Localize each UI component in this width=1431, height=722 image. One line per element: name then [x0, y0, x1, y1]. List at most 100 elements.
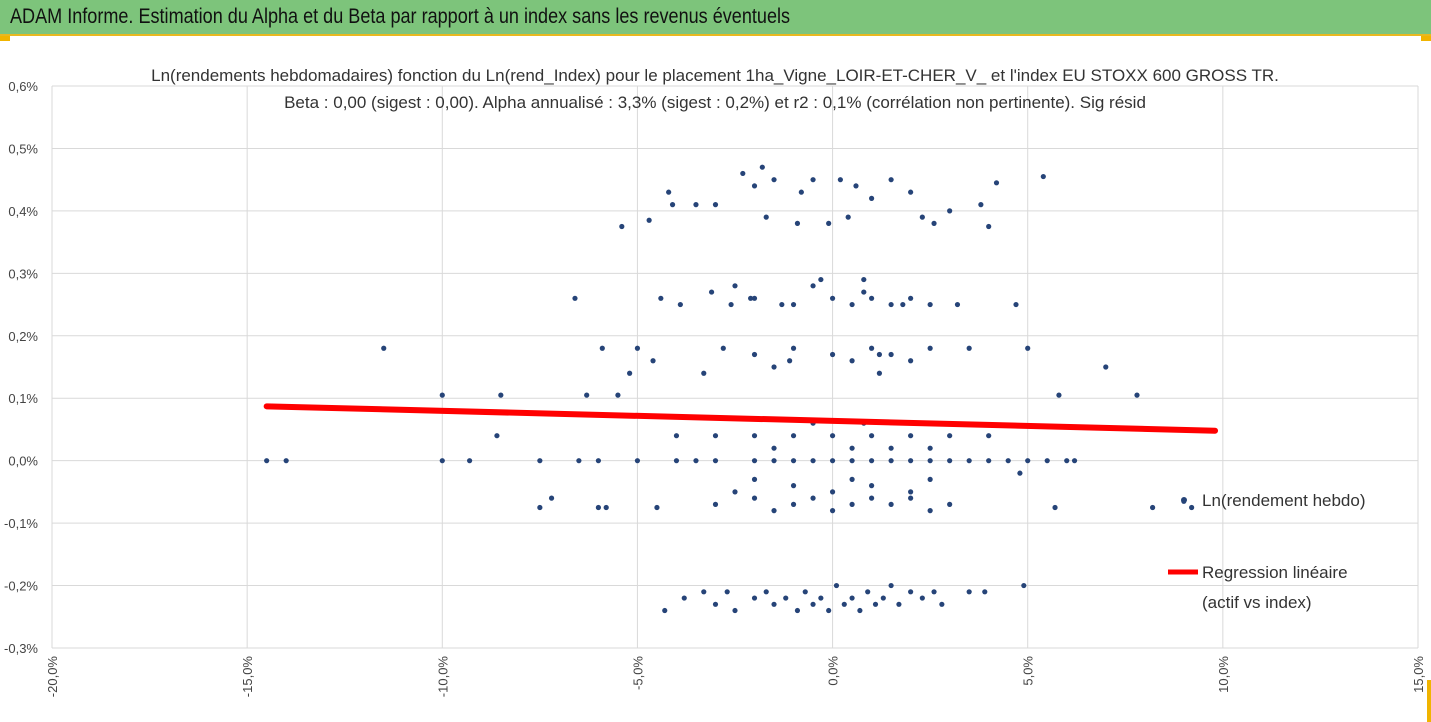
- data-point: [927, 445, 933, 451]
- data-point: [599, 345, 605, 351]
- data-point: [790, 458, 797, 464]
- data-point: [908, 358, 914, 364]
- data-point: [1040, 173, 1046, 180]
- corner-marker-top-right: [1421, 36, 1431, 41]
- data-point: [849, 301, 855, 308]
- data-point: [908, 458, 914, 464]
- data-point: [498, 392, 504, 398]
- data-point: [927, 476, 933, 482]
- data-point: [701, 589, 707, 595]
- regression-line-segment: [263, 403, 1219, 434]
- data-point: [712, 601, 719, 607]
- x-tick-label: -20,0%: [45, 656, 60, 698]
- data-point: [810, 177, 816, 183]
- data-point: [693, 458, 699, 464]
- data-point: [627, 370, 633, 376]
- data-point: [712, 458, 719, 464]
- data-point: [1056, 392, 1062, 398]
- data-point: [732, 283, 738, 289]
- data-point: [818, 276, 824, 283]
- data-point: [673, 433, 680, 439]
- data-point: [1150, 504, 1156, 511]
- data-point: [701, 370, 707, 376]
- data-point: [954, 301, 961, 308]
- legend-label-regression: (actif vs index): [1202, 593, 1312, 612]
- data-point: [771, 508, 777, 514]
- data-point: [826, 220, 832, 226]
- data-point: [919, 595, 925, 601]
- data-point: [381, 345, 387, 351]
- data-point: [869, 495, 875, 501]
- data-point: [1189, 504, 1195, 511]
- data-point: [810, 283, 816, 289]
- data-point: [982, 589, 988, 595]
- data-point: [927, 508, 933, 514]
- data-point: [841, 601, 847, 607]
- regression-line: [263, 403, 1219, 434]
- gridlines: [51, 85, 1419, 649]
- data-point: [880, 595, 886, 601]
- data-point: [826, 607, 832, 614]
- data-point: [829, 351, 836, 358]
- data-point: [888, 501, 894, 507]
- data-point: [790, 433, 797, 439]
- data-point: [771, 458, 777, 464]
- data-point: [802, 589, 808, 595]
- data-point: [724, 589, 730, 595]
- data-point: [794, 220, 801, 226]
- data-point: [993, 180, 1000, 186]
- data-point: [712, 433, 719, 439]
- data-point: [908, 495, 914, 501]
- scatter-chart: -0,3% -0,2% -0,1% 0,0% 0,1% 0,2% 0,3% 0,4% 0,5% 0…: [4, 66, 1426, 697]
- data-point: [966, 458, 972, 464]
- data-point: [896, 601, 902, 607]
- data-point: [264, 458, 270, 464]
- data-point: [978, 202, 984, 208]
- data-point: [634, 458, 641, 464]
- data-point: [927, 301, 933, 308]
- data-point: [790, 345, 797, 351]
- data-point: [947, 433, 953, 439]
- data-point: [537, 458, 543, 464]
- data-point: [849, 595, 855, 601]
- data-point: [584, 392, 590, 398]
- data-point: [654, 504, 660, 511]
- y-tick-label: -0,3%: [4, 641, 38, 656]
- data-point: [1025, 458, 1031, 464]
- data-point: [861, 276, 867, 283]
- legend-label-scatter: Ln(rendement hebdo): [1202, 491, 1366, 510]
- axes: -0,3% -0,2% -0,1% 0,0% 0,1% 0,2% 0,3% 0,4% 0,5% 0…: [4, 79, 1426, 697]
- data-point: [572, 295, 578, 301]
- data-point: [869, 345, 875, 351]
- data-point: [283, 458, 289, 464]
- data-point: [615, 392, 621, 398]
- data-point: [650, 358, 656, 364]
- data-point: [666, 189, 672, 195]
- data-point: [1134, 392, 1140, 398]
- data-point: [919, 214, 925, 220]
- data-point: [763, 214, 769, 220]
- data-point: [947, 208, 953, 214]
- legend: Ln(rendement hebdo) Regression linéaire (a…: [1168, 491, 1366, 612]
- y-tick-label: -0,2%: [4, 579, 38, 594]
- data-point: [845, 214, 851, 220]
- data-point: [966, 345, 972, 351]
- data-point: [888, 445, 894, 451]
- data-point: [1025, 345, 1031, 351]
- x-tick-label: 15,0%: [1411, 656, 1426, 693]
- data-point: [662, 607, 668, 614]
- data-point: [771, 601, 777, 607]
- data-point: [900, 301, 906, 308]
- y-tick-label: 0,6%: [8, 79, 38, 94]
- data-point: [810, 601, 816, 607]
- data-point: [779, 301, 785, 308]
- y-tick-label: 0,2%: [8, 329, 38, 344]
- data-point: [751, 295, 758, 301]
- corner-marker-right-bottom: [1427, 680, 1431, 722]
- data-point: [673, 458, 680, 464]
- data-point: [712, 501, 719, 507]
- data-point: [869, 295, 875, 301]
- data-point: [771, 364, 777, 370]
- data-points: [264, 164, 1195, 614]
- data-point: [1044, 458, 1050, 464]
